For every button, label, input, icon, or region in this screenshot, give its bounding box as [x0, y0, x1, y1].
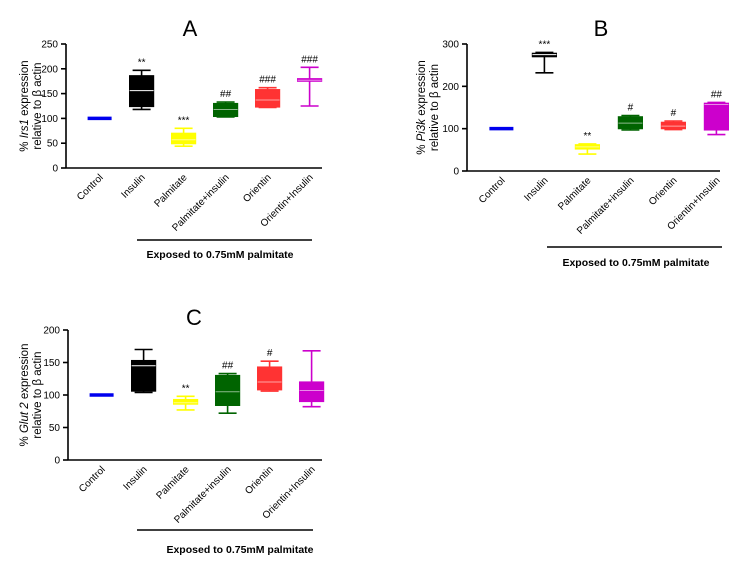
category-label: Palmitate: [556, 175, 594, 213]
y-tick-label: 50: [47, 139, 59, 150]
box-insulin: ***: [531, 39, 558, 74]
category-label: Orientin: [241, 172, 274, 205]
category-label: Insulin: [120, 172, 148, 200]
box-iqr: [257, 366, 283, 391]
significance-label: **: [138, 57, 146, 68]
y-axis-label: % Irs1 expressionrelative to β actin: [19, 60, 44, 151]
box-iqr: [171, 132, 197, 145]
significance-label: ##: [222, 361, 234, 372]
y-axis-label: % Glut 2 expressionrelative to β actin: [19, 344, 44, 447]
significance-label: ***: [539, 39, 551, 50]
significance-label: ##: [711, 89, 723, 100]
category-label: Control: [75, 172, 106, 203]
box-palmitate-insulin: #: [617, 103, 644, 131]
panel-letter: B: [594, 16, 609, 41]
y-tick-label: 150: [41, 89, 58, 100]
box-palmitate: ***: [171, 115, 197, 147]
category-label: Insulin: [522, 175, 550, 203]
y-tick-label: 0: [453, 167, 459, 178]
box-palmitate: **: [173, 383, 199, 411]
y-tick-label: 200: [442, 82, 459, 93]
box-insulin: **: [129, 57, 155, 111]
box-palmitate-insulin: ##: [213, 89, 239, 118]
group-label: Exposed to 0.75mM palmitate: [562, 257, 709, 269]
y-axis-label: % Pi3k expressionrelative to β actin: [416, 60, 441, 155]
y-tick-label: 0: [52, 164, 58, 175]
significance-label: ###: [259, 75, 276, 86]
box-iqr: [299, 381, 325, 403]
box-iqr: [173, 398, 199, 405]
y-tick-label: 50: [49, 423, 61, 434]
panel-c: C 0 50 100 150 200 % Glut 2 expressionrelative…: [19, 305, 325, 556]
y-tick-label: 150: [43, 358, 60, 369]
significance-label: #: [671, 108, 677, 119]
significance-label: ##: [220, 89, 232, 100]
significance-label: ###: [301, 54, 318, 65]
significance-label: #: [267, 348, 273, 359]
category-label: Palmitate: [154, 464, 192, 502]
box-insulin: [131, 348, 157, 394]
significance-label: **: [584, 131, 592, 142]
y-tick-label: 100: [41, 114, 58, 125]
y-tick-label: 0: [54, 456, 60, 467]
box-orientin-insulin: [299, 349, 325, 408]
y-tick-label: 200: [41, 64, 58, 75]
box-iqr: [255, 89, 281, 108]
group-label: Exposed to 0.75mM palmitate: [146, 249, 293, 261]
y-tick-label: 300: [442, 40, 459, 51]
panel-letter: C: [186, 305, 202, 330]
category-label: Control: [77, 464, 108, 495]
box-orientin-insulin: ##: [703, 89, 730, 136]
category-label: Insulin: [122, 464, 150, 492]
group-label: Exposed to 0.75mM palmitate: [166, 544, 313, 556]
box-iqr: [131, 359, 157, 392]
box-orientin: ###: [255, 75, 281, 109]
box-palmitate-insulin: ##: [215, 361, 241, 415]
significance-label: #: [628, 103, 634, 114]
category-label: Control: [477, 175, 508, 206]
box-orientin-insulin: ###: [297, 54, 323, 107]
y-tick-label: 100: [442, 124, 459, 135]
box-orientin: #: [660, 108, 687, 131]
significance-label: **: [182, 383, 190, 394]
category-label: Orientin: [647, 175, 680, 208]
y-tick-label: 200: [43, 326, 60, 337]
panel-b: B 0 100 200 300% Pi3k expressionrelative to …: [416, 16, 730, 269]
panel-a: A 0 50 100 150 200 250 % Irs1 expressionrelativ…: [19, 16, 323, 261]
box-iqr: [660, 121, 687, 130]
category-label: Palmitate: [152, 172, 190, 210]
y-tick-label: 250: [41, 40, 58, 51]
y-tick-label: 100: [43, 391, 60, 402]
box-palmitate: **: [574, 131, 601, 155]
box-iqr: [215, 374, 241, 406]
box-orientin: #: [257, 348, 283, 392]
category-label: Orientin: [243, 464, 276, 497]
panel-letter: A: [183, 16, 198, 41]
significance-label: ***: [178, 115, 190, 126]
box-iqr: [703, 102, 730, 131]
